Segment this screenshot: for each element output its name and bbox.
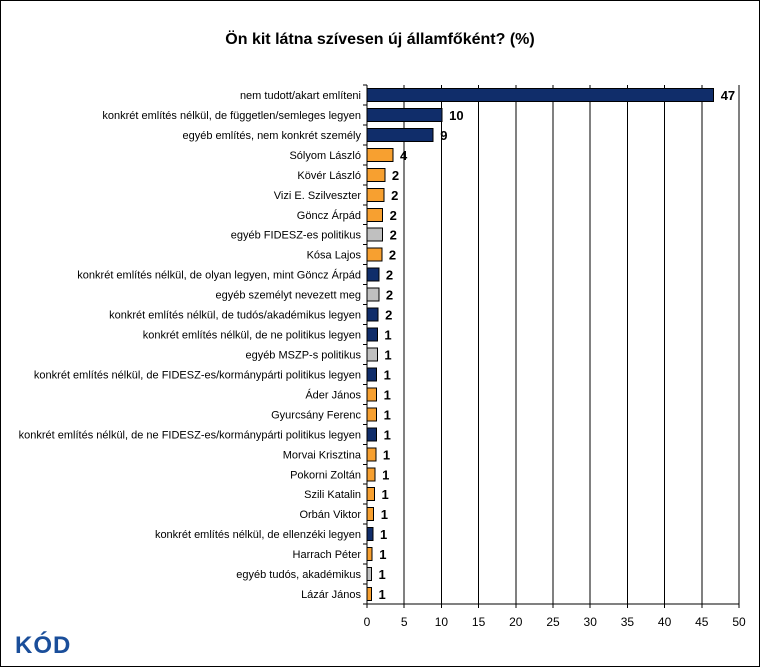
bar xyxy=(366,587,372,602)
bar xyxy=(366,87,715,102)
x-tick-label: 50 xyxy=(732,615,746,629)
logo-text: KÓD xyxy=(15,632,72,659)
x-tick-label: 10 xyxy=(435,615,449,629)
bar xyxy=(366,127,434,142)
data-label: 1 xyxy=(383,447,390,462)
x-tick-label: 40 xyxy=(658,615,672,629)
x-tick-label: 30 xyxy=(584,615,598,629)
data-label: 1 xyxy=(378,587,385,602)
data-label: 1 xyxy=(381,507,388,522)
data-label: 2 xyxy=(386,288,393,303)
category-label: konkrét említés nélkül, de tudós/akadémi… xyxy=(109,310,361,322)
data-label: 1 xyxy=(384,387,391,402)
category-label: Kósa Lajos xyxy=(307,250,362,262)
data-label: 1 xyxy=(380,527,387,542)
bar xyxy=(366,547,373,562)
x-tick-label: 5 xyxy=(401,615,408,629)
category-label: egyéb tudós, akadémikus xyxy=(236,569,361,581)
bar xyxy=(366,327,378,342)
category-label: Göncz Árpád xyxy=(297,209,361,222)
category-label: konkrét említés nélkül, de ne politikus … xyxy=(143,330,361,342)
data-label: 4 xyxy=(400,148,408,163)
data-label: 9 xyxy=(440,128,447,143)
data-label: 1 xyxy=(379,547,386,562)
category-label: Áder János xyxy=(305,388,361,401)
category-label: konkrét említés nélkül, de olyan legyen,… xyxy=(77,269,361,282)
category-label: Gyurcsány Ferenc xyxy=(271,409,361,421)
data-label: 1 xyxy=(384,347,391,362)
category-label: nem tudott/akart említeni xyxy=(240,90,361,102)
data-label: 1 xyxy=(381,487,388,502)
bar xyxy=(366,167,386,182)
bar xyxy=(366,367,378,382)
category-label: egyéb személyt nevezett meg xyxy=(215,290,361,302)
bar xyxy=(366,247,383,262)
category-label: Morvai Krisztina xyxy=(283,449,362,461)
kod-logo: KÓD xyxy=(15,632,72,659)
data-label: 1 xyxy=(378,567,385,582)
data-label: 1 xyxy=(384,328,391,343)
category-label: konkrét említés nélkül, de FIDESZ-es/kor… xyxy=(34,369,361,381)
data-label: 1 xyxy=(384,407,391,422)
bar xyxy=(366,447,377,462)
data-label: 2 xyxy=(390,208,397,223)
x-tick-label: 15 xyxy=(472,615,486,629)
bar xyxy=(366,187,385,202)
bar xyxy=(366,287,380,302)
category-label: Kövér László xyxy=(297,170,361,182)
category-label: Orbán Viktor xyxy=(299,509,361,521)
chart-title: Ön kit látna szívesen új államfőként? (%… xyxy=(225,31,535,48)
bar xyxy=(366,307,379,322)
x-tick-label: 20 xyxy=(509,615,523,629)
bar xyxy=(366,567,372,582)
bar xyxy=(366,407,378,422)
bar xyxy=(366,427,378,442)
data-label: 10 xyxy=(449,108,463,123)
category-label: egyéb említés, nem konkrét személy xyxy=(182,130,361,142)
category-label: konkrét említés nélkül, de ellenzéki leg… xyxy=(155,529,361,541)
data-label: 2 xyxy=(385,308,392,323)
category-label: Lázár János xyxy=(301,589,361,601)
x-tick-label: 35 xyxy=(621,615,635,629)
data-label: 2 xyxy=(390,228,397,243)
x-tick-label: 0 xyxy=(364,615,371,629)
category-label: Pokorni Zoltán xyxy=(290,469,361,481)
data-label: 2 xyxy=(391,188,398,203)
bar xyxy=(366,507,375,522)
bar xyxy=(366,267,380,282)
data-label: 2 xyxy=(392,168,399,183)
x-tick-label: 25 xyxy=(546,615,560,629)
category-label: konkrét említés nélkül, de független/sem… xyxy=(102,110,361,122)
category-label: egyéb FIDESZ-es politikus xyxy=(231,230,362,242)
category-label: Sólyom László xyxy=(289,150,361,162)
data-label: 1 xyxy=(384,427,391,442)
bar xyxy=(366,207,384,222)
data-label: 2 xyxy=(389,248,396,263)
category-label: Szili Katalin xyxy=(304,489,361,501)
bar xyxy=(366,527,374,542)
bar xyxy=(366,487,375,502)
data-label: 1 xyxy=(384,367,391,382)
bar xyxy=(366,387,378,402)
category-label: konkrét említés nélkül, de ne FIDESZ-es/… xyxy=(19,429,361,441)
category-label: Vizi E. Szilveszter xyxy=(274,190,362,202)
bar xyxy=(366,227,384,242)
x-tick-label: 45 xyxy=(695,615,709,629)
category-label: Harrach Péter xyxy=(293,549,362,561)
bar xyxy=(366,147,394,162)
bar xyxy=(366,107,443,122)
data-label: 1 xyxy=(382,467,389,482)
bar xyxy=(366,347,378,362)
data-label: 47 xyxy=(721,88,735,103)
data-label: 2 xyxy=(386,268,393,283)
category-label: egyéb MSZP-s politikus xyxy=(245,349,361,361)
bar xyxy=(366,467,376,482)
